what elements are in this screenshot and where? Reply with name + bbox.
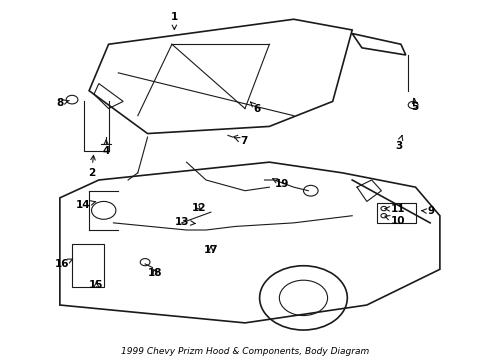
Text: 1999 Chevy Prizm Hood & Components, Body Diagram: 1999 Chevy Prizm Hood & Components, Body… (121, 347, 369, 356)
Text: 14: 14 (75, 200, 96, 210)
Text: 5: 5 (411, 99, 418, 112)
Text: 2: 2 (88, 156, 95, 178)
Text: 16: 16 (55, 259, 73, 269)
Text: 12: 12 (192, 203, 206, 213)
Text: 17: 17 (203, 245, 218, 255)
Text: 3: 3 (395, 135, 403, 151)
Text: 7: 7 (235, 136, 247, 147)
Text: 6: 6 (250, 102, 261, 113)
Text: 19: 19 (272, 179, 290, 189)
Text: 9: 9 (422, 206, 435, 216)
Text: 1: 1 (171, 13, 178, 30)
Text: 13: 13 (174, 217, 195, 227)
Text: 8: 8 (56, 98, 69, 108)
Text: 18: 18 (147, 268, 162, 278)
Text: 15: 15 (89, 280, 104, 291)
Text: 11: 11 (385, 204, 406, 214)
Text: 4: 4 (102, 140, 110, 157)
Text: 10: 10 (385, 216, 406, 226)
